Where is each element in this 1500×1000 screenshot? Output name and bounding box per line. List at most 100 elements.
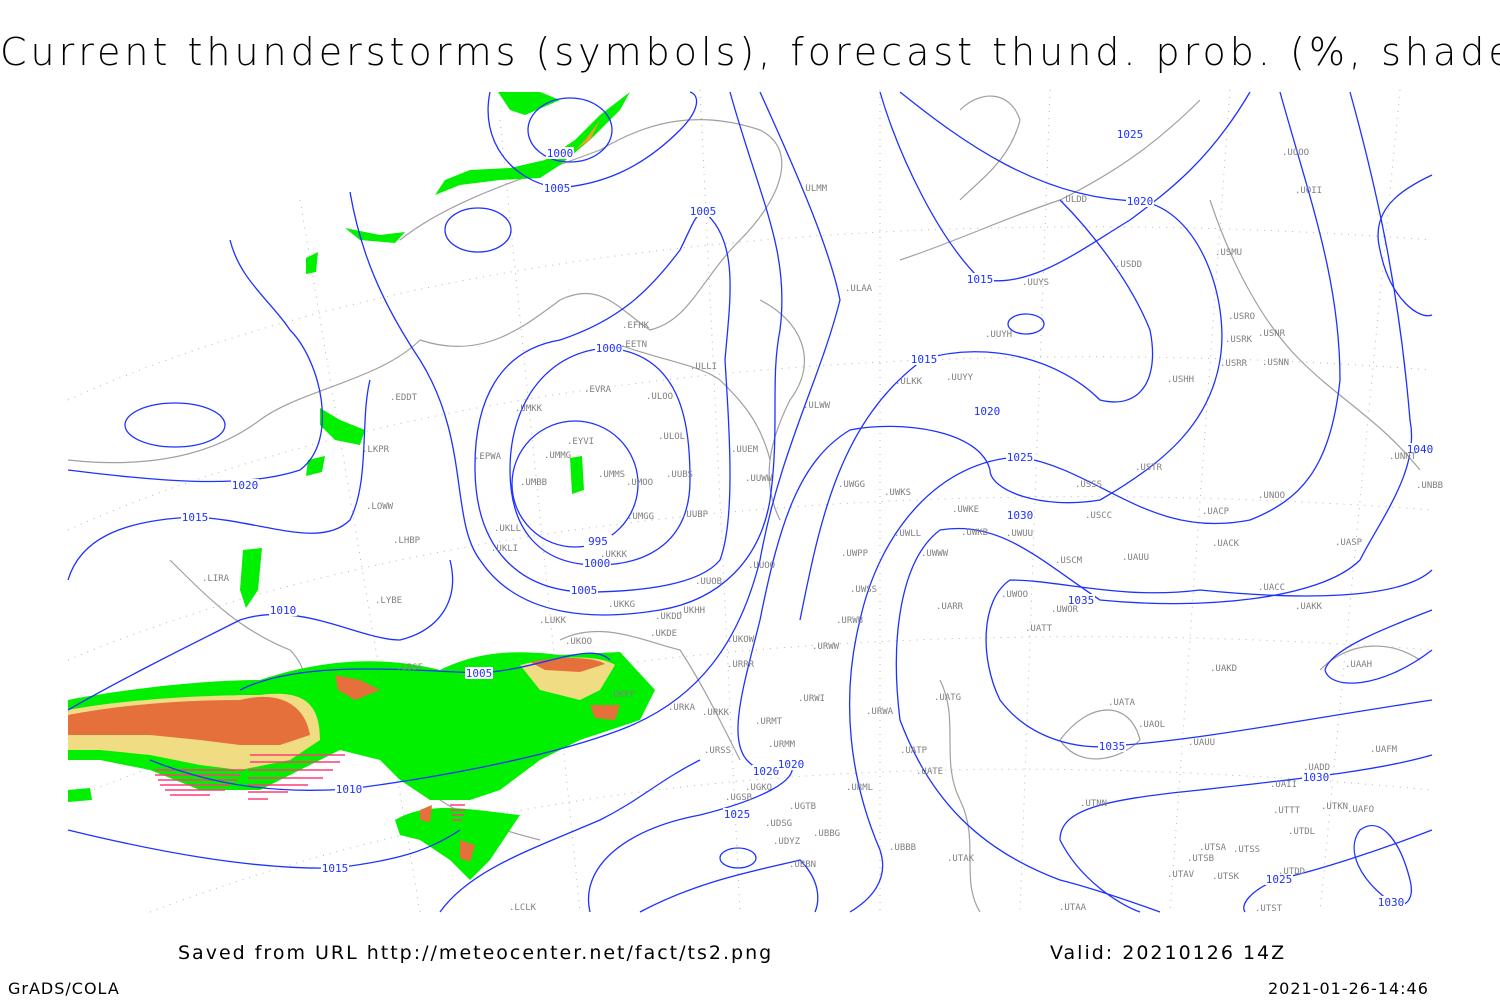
isobar-label: 1005 <box>571 584 598 597</box>
station-label: .USCM <box>1055 556 1083 566</box>
isobar-1040 <box>1377 174 1433 317</box>
station-label: .LIRA <box>202 574 230 584</box>
station-label: .ULDD <box>1060 195 1087 205</box>
station-label: .UDSG <box>765 819 792 829</box>
station-label: .UOII <box>1295 186 1322 196</box>
station-label: .LCLK <box>509 903 537 913</box>
station-label: .UGKO <box>745 783 772 793</box>
prob-area <box>68 788 92 802</box>
isobar-1015 <box>67 379 371 581</box>
isobar-label-bg <box>584 535 612 547</box>
station-label: .URWW <box>812 642 840 652</box>
station-label: .USTR <box>1135 463 1163 473</box>
isobar-1015 <box>879 91 1251 282</box>
isobar-1035 <box>1324 609 1433 684</box>
isobar-label-bg <box>1067 594 1095 606</box>
station-label: .ULOL <box>658 432 685 442</box>
isobar-label-bg <box>689 205 717 217</box>
isobar-label: 1035 <box>1099 740 1126 753</box>
station-label: .UAFO <box>1347 805 1374 815</box>
isobar-label: 1015 <box>322 862 349 875</box>
isobar-1000 <box>527 97 613 163</box>
station-label: .LUKK <box>539 616 567 626</box>
station-label: .UMGG <box>627 512 654 522</box>
prob-area <box>498 92 560 115</box>
station-label: .ULAA <box>845 284 873 294</box>
prob-area <box>345 228 405 243</box>
station-label: .UGTB <box>789 802 816 812</box>
isobar-1035 <box>985 569 1433 748</box>
isobar-label-bg <box>465 667 493 679</box>
station-label: .UKKG <box>608 600 635 610</box>
isobar-label-bg <box>1006 451 1034 463</box>
isobar-label: 1020 <box>974 405 1001 418</box>
station-label: .UUBP <box>681 510 709 520</box>
station-label: .UTAA <box>1059 903 1087 913</box>
isobar-1010 <box>67 559 454 711</box>
isobar-995 <box>511 420 639 548</box>
isobar-label-bg <box>595 342 623 354</box>
station-label: .UTSA <box>1199 843 1227 853</box>
isobar-label: 1000 <box>584 557 611 570</box>
prob-area <box>435 92 630 195</box>
isobar-1010 <box>439 759 701 913</box>
station-label: .ULWW <box>803 401 831 411</box>
station-label: .UTSB <box>1187 854 1214 864</box>
station-label: .UATP <box>900 746 928 756</box>
station-label: .UKOW <box>727 635 755 645</box>
station-label: .LBSF <box>396 663 423 673</box>
station-label: .UTKN <box>1321 802 1348 812</box>
isobar-label: 1005 <box>544 182 571 195</box>
station-label: .USHH <box>1167 375 1194 385</box>
station-label: .UATG <box>934 693 961 703</box>
station-label: .UTNN <box>1080 799 1107 809</box>
station-label: .UUYY <box>946 373 974 383</box>
station-label: .ULLI <box>690 362 717 372</box>
station-label: .URKK <box>702 708 730 718</box>
station-label: .UWKE <box>952 505 979 515</box>
station-label: .ULKK <box>895 377 923 387</box>
station-label: .UMKK <box>515 404 543 414</box>
station-label: .UAUU <box>1122 553 1149 563</box>
isobar-label-bg <box>321 862 349 874</box>
station-label: .USRK <box>1225 335 1253 345</box>
isobar-label: 1015 <box>911 353 938 366</box>
station-label: .UASP <box>1335 538 1363 548</box>
isobar-label: 1010 <box>336 783 363 796</box>
station-label: .UNNT <box>1389 452 1417 462</box>
station-label: .UKOO <box>565 637 592 647</box>
prob-area <box>68 696 310 745</box>
prob-area <box>320 408 365 445</box>
isobar-label-bg <box>1116 128 1144 140</box>
station-label: .LOWW <box>366 502 394 512</box>
station-label: .UTDL <box>1288 827 1315 837</box>
isobar-1025 <box>1243 829 1433 913</box>
isobar-1015 <box>149 91 841 791</box>
station-label: .UWLL <box>894 529 921 539</box>
station-label: .LKPR <box>362 445 390 455</box>
chart-title: Current thunderstorms (symbols), forecas… <box>0 30 1500 74</box>
station-label: .URWB <box>836 616 863 626</box>
isobar-label: 1025 <box>1007 451 1034 464</box>
station-label: .UAKD <box>1210 664 1237 674</box>
station-label: .UUOB <box>695 577 722 587</box>
station-label: .UTSS <box>1233 845 1260 855</box>
prob-area <box>570 456 584 494</box>
station-label: .UATT <box>1025 624 1053 634</box>
station-label: .UACK <box>1212 539 1240 549</box>
station-label: .EYVI <box>567 437 594 447</box>
isobar-label-bg <box>1302 771 1330 783</box>
station-label: .ULOO <box>646 392 673 402</box>
isobar-label-bg <box>231 479 259 491</box>
station-label: .UTST <box>1255 904 1283 914</box>
station-label: .URMM <box>768 740 796 750</box>
isobar-label: 1030 <box>1378 896 1405 909</box>
isobar-1000 <box>509 347 691 566</box>
station-label: .ULMM <box>800 184 828 194</box>
prob-area <box>395 808 520 880</box>
station-label: .UARR <box>936 602 964 612</box>
station-label: .EPWA <box>474 452 502 462</box>
station-label: .UAOL <box>1138 720 1165 730</box>
station-label: .UUWW <box>745 474 773 484</box>
